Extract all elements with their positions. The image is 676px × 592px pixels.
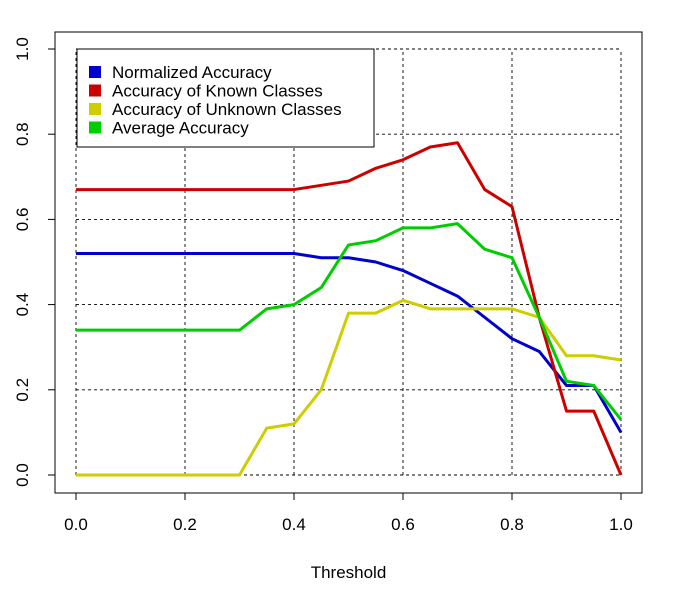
legend-label: Accuracy of Known Classes bbox=[112, 82, 323, 101]
legend-swatch bbox=[89, 84, 101, 97]
x-tick-label: 0.8 bbox=[500, 515, 524, 534]
x-tick-label: 0.6 bbox=[391, 515, 415, 534]
series-line-1 bbox=[76, 141, 623, 476]
series-lines bbox=[76, 141, 623, 477]
x-tick-label: 0.4 bbox=[282, 515, 306, 534]
series-line-3 bbox=[76, 222, 623, 421]
y-tick-label: 0.2 bbox=[13, 378, 32, 402]
x-axis-title: Threshold bbox=[311, 563, 387, 582]
y-tick-label: 0.4 bbox=[13, 293, 32, 317]
legend-label: Normalized Accuracy bbox=[112, 63, 272, 82]
x-tick-label: 0.0 bbox=[64, 515, 88, 534]
series-line-2 bbox=[76, 298, 622, 477]
x-tick-label: 1.0 bbox=[609, 515, 633, 534]
y-tick-label: 1.0 bbox=[13, 37, 32, 61]
series-line-0 bbox=[76, 251, 623, 434]
legend-swatch bbox=[89, 103, 101, 115]
legend-swatch bbox=[89, 66, 101, 78]
legend-label: Accuracy of Unknown Classes bbox=[112, 100, 342, 119]
legend-swatch bbox=[89, 121, 101, 134]
y-tick-label: 0.6 bbox=[13, 208, 32, 232]
y-tick-label: 0.0 bbox=[13, 463, 32, 487]
legend-box bbox=[76, 48, 375, 148]
x-tick-label: 0.2 bbox=[173, 515, 197, 534]
y-tick-label: 0.8 bbox=[13, 122, 32, 146]
axes: 0.0 0.2 0.4 0.6 0.8 1.0 0.0 0.2 0.4 0.6 0.8 1.0 bbox=[13, 37, 633, 534]
legend-label: Average Accuracy bbox=[112, 119, 249, 138]
